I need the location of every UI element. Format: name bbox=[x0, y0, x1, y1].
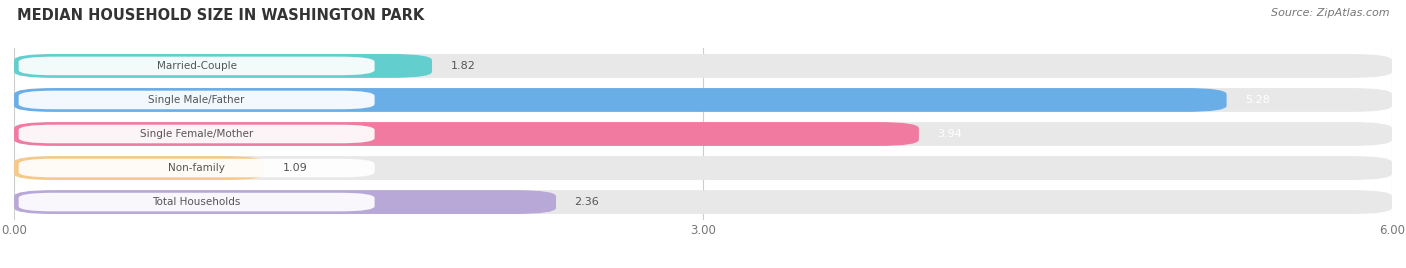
FancyBboxPatch shape bbox=[18, 57, 374, 75]
FancyBboxPatch shape bbox=[14, 54, 432, 78]
Text: Non-family: Non-family bbox=[169, 163, 225, 173]
FancyBboxPatch shape bbox=[14, 122, 920, 146]
FancyBboxPatch shape bbox=[18, 91, 374, 109]
Text: Source: ZipAtlas.com: Source: ZipAtlas.com bbox=[1271, 8, 1389, 18]
Text: 1.09: 1.09 bbox=[283, 163, 308, 173]
FancyBboxPatch shape bbox=[14, 88, 1226, 112]
Text: 5.28: 5.28 bbox=[1244, 95, 1270, 105]
Text: Single Female/Mother: Single Female/Mother bbox=[141, 129, 253, 139]
Text: 1.82: 1.82 bbox=[450, 61, 475, 71]
FancyBboxPatch shape bbox=[14, 54, 1392, 78]
Text: 3.94: 3.94 bbox=[938, 129, 962, 139]
FancyBboxPatch shape bbox=[14, 122, 1392, 146]
FancyBboxPatch shape bbox=[14, 190, 1392, 214]
FancyBboxPatch shape bbox=[14, 156, 264, 180]
Text: Married-Couple: Married-Couple bbox=[156, 61, 236, 71]
FancyBboxPatch shape bbox=[18, 125, 374, 143]
FancyBboxPatch shape bbox=[14, 88, 1392, 112]
FancyBboxPatch shape bbox=[14, 156, 1392, 180]
Text: Total Households: Total Households bbox=[152, 197, 240, 207]
Text: Single Male/Father: Single Male/Father bbox=[149, 95, 245, 105]
FancyBboxPatch shape bbox=[18, 159, 374, 177]
FancyBboxPatch shape bbox=[14, 190, 555, 214]
FancyBboxPatch shape bbox=[18, 193, 374, 211]
Text: 2.36: 2.36 bbox=[575, 197, 599, 207]
Text: MEDIAN HOUSEHOLD SIZE IN WASHINGTON PARK: MEDIAN HOUSEHOLD SIZE IN WASHINGTON PARK bbox=[17, 8, 425, 23]
